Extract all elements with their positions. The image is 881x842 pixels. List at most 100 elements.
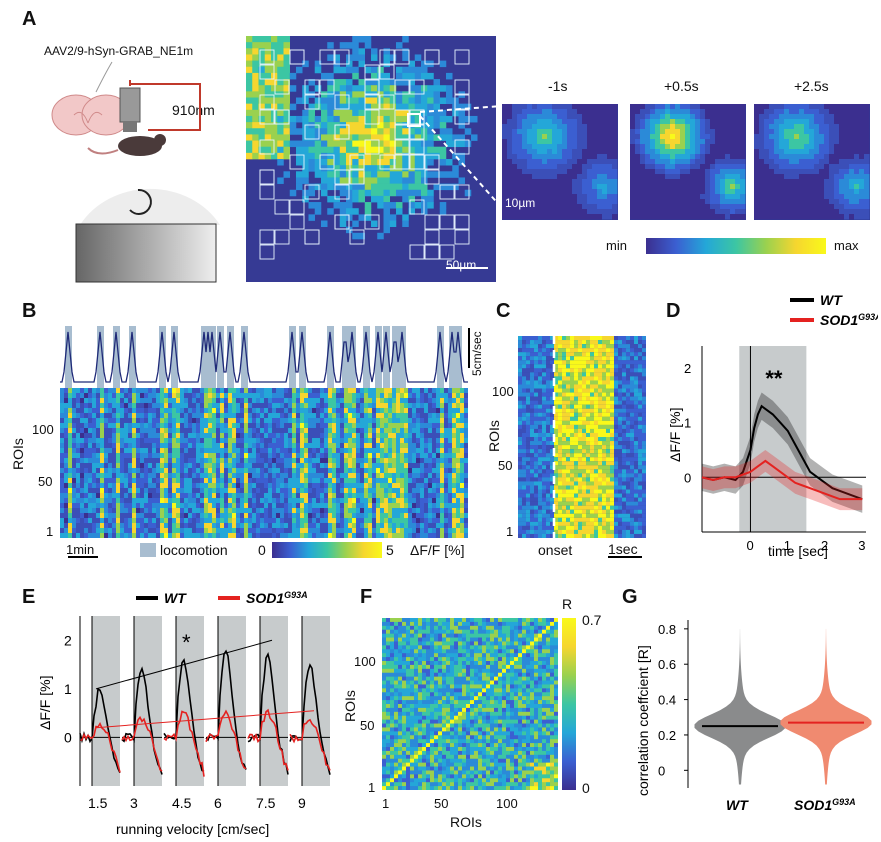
zoom-pixel xyxy=(522,164,528,170)
zoom-pixel xyxy=(849,164,855,170)
zoom-pixel xyxy=(844,169,850,175)
raster-cell xyxy=(200,508,204,513)
raster-cell xyxy=(396,478,400,483)
raster-cell xyxy=(368,418,372,423)
raster-cell xyxy=(312,448,316,453)
zoom-pixel xyxy=(794,129,800,135)
raster-cell xyxy=(216,523,220,528)
raster-cell xyxy=(112,448,116,453)
raster-cell xyxy=(272,453,276,458)
zoom-pixel xyxy=(507,184,513,190)
raster-cell xyxy=(132,493,136,498)
roi-grid-box xyxy=(274,109,290,125)
raster-cell xyxy=(156,393,160,398)
raster-cell xyxy=(120,478,124,483)
raster-cell xyxy=(184,453,188,458)
raster-cell xyxy=(292,518,296,523)
raster-cell xyxy=(188,498,192,503)
image-pixel xyxy=(439,202,447,209)
raster-cell xyxy=(328,453,332,458)
zoom-pixel xyxy=(680,119,686,125)
raster-cell xyxy=(392,453,396,458)
raster-cell xyxy=(112,528,116,533)
image-pixel xyxy=(383,79,390,86)
raster-cell xyxy=(240,528,244,533)
image-pixel xyxy=(358,48,365,55)
image-pixel xyxy=(371,159,378,166)
raster-cell xyxy=(208,388,212,393)
image-pixel xyxy=(339,140,347,148)
raster-cell xyxy=(164,528,168,533)
zoom-pixel xyxy=(844,114,850,120)
raster-cell xyxy=(184,418,188,423)
raster-cell xyxy=(236,528,240,533)
raster-cell xyxy=(384,433,388,438)
image-pixel xyxy=(339,202,347,209)
raster-cell xyxy=(328,483,332,488)
raster-cell xyxy=(264,403,268,408)
raster-cell xyxy=(68,478,72,483)
raster-cell xyxy=(104,438,108,443)
image-pixel xyxy=(314,134,322,141)
raster-cell xyxy=(100,498,104,503)
raster-cell xyxy=(192,438,196,443)
zoom-pixel xyxy=(640,209,646,215)
raster-cell xyxy=(228,508,232,513)
raster-cell xyxy=(208,423,212,428)
zoom-pixel xyxy=(612,184,618,190)
raster-cell xyxy=(352,523,356,528)
raster-cell xyxy=(304,483,308,488)
zoom-pixel xyxy=(834,164,840,170)
zoom-pixel xyxy=(759,199,765,205)
raster-cell xyxy=(284,418,288,423)
raster-cell xyxy=(200,448,204,453)
locomotion-bout xyxy=(97,326,104,388)
raster-cell xyxy=(332,388,336,393)
raster-cell xyxy=(76,498,80,503)
zoom-pixel xyxy=(864,194,870,200)
raster-cell xyxy=(144,403,148,408)
zoom-pixel xyxy=(804,214,810,220)
raster-cell xyxy=(112,518,116,523)
raster-cell xyxy=(208,438,212,443)
zoom-pixel xyxy=(839,159,845,165)
roi-grid-box xyxy=(409,79,425,95)
roi-grid-box xyxy=(304,229,320,245)
zoom-pixel xyxy=(635,144,641,150)
raster-cell xyxy=(376,423,380,428)
raster-cell xyxy=(80,433,84,438)
zoom-pixel xyxy=(809,109,815,115)
raster-cell xyxy=(344,528,348,533)
raster-cell xyxy=(352,408,356,413)
roi-grid-box xyxy=(454,49,470,65)
raster-cell xyxy=(252,428,256,433)
image-pixel xyxy=(339,79,347,86)
raster-cell xyxy=(396,413,400,418)
raster-cell xyxy=(328,438,332,443)
zoom-pixel xyxy=(507,104,513,110)
zoom-pixel xyxy=(759,149,765,155)
zoom-pixel xyxy=(700,139,706,145)
raster-cell xyxy=(272,418,276,423)
zoom-pixel xyxy=(799,204,805,210)
zoom-pixel xyxy=(774,154,780,160)
zoom-pixel xyxy=(532,179,538,185)
image-pixel xyxy=(389,177,397,184)
raster-cell xyxy=(148,418,152,423)
zoom-pixel xyxy=(784,139,790,145)
raster-cell xyxy=(204,393,208,398)
raster-cell xyxy=(100,423,104,428)
raster-cell xyxy=(228,488,232,493)
raster-cell xyxy=(360,508,364,513)
raster-cell xyxy=(104,503,108,508)
image-pixel xyxy=(277,128,284,135)
zoom-pixel xyxy=(572,144,578,150)
zoom-pixel xyxy=(612,119,618,125)
raster-cell xyxy=(128,533,132,538)
raster-cell xyxy=(232,498,236,503)
raster-cell xyxy=(140,393,144,398)
raster-cell xyxy=(260,498,264,503)
raster-cell xyxy=(208,498,212,503)
zoom-pixel xyxy=(864,139,870,145)
image-pixel xyxy=(389,152,397,160)
